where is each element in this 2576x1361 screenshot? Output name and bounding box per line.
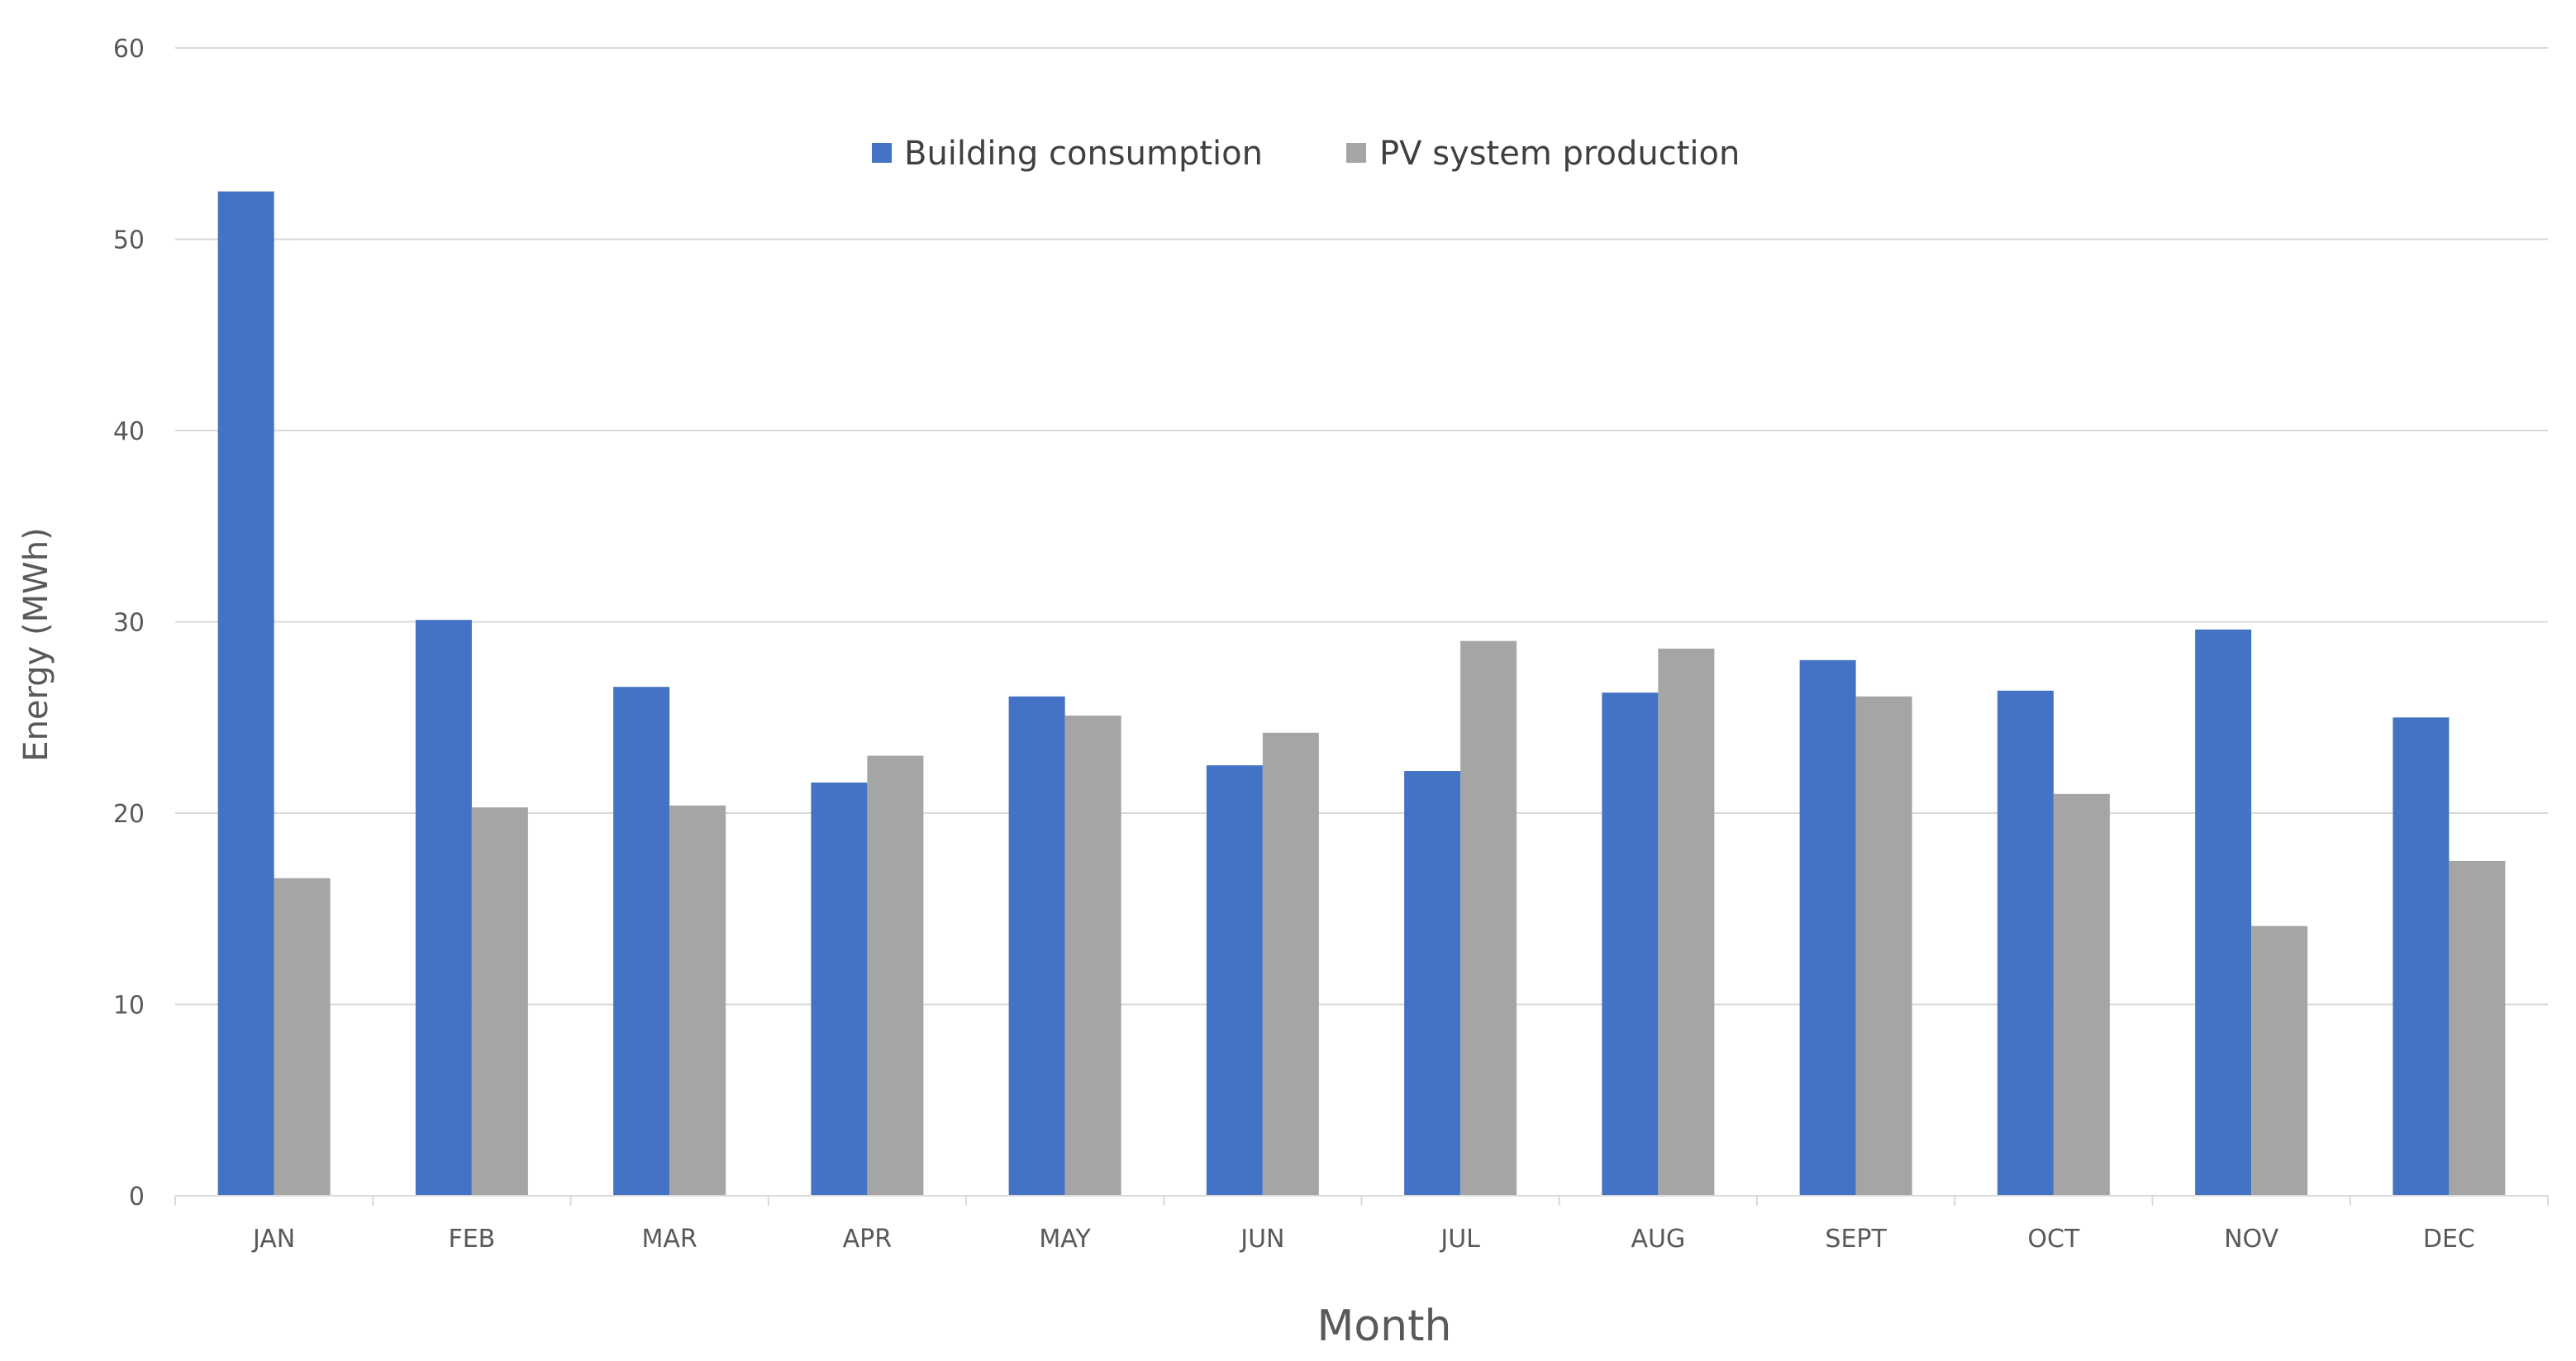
x-tick-label-feb: FEB xyxy=(448,1225,495,1254)
legend: Building consumption PV system productio… xyxy=(872,135,1740,173)
x-tick-label-oct: OCT xyxy=(2027,1225,2080,1254)
x-tick-label-jan: JAN xyxy=(251,1225,295,1254)
y-axis-title: Energy (MWh) xyxy=(17,527,55,761)
y-tick-label-50: 50 xyxy=(113,226,145,255)
bar-pv-system-production-oct xyxy=(2053,793,2110,1196)
bar-building-consumption-apr xyxy=(811,782,868,1196)
bar-pv-system-production-feb xyxy=(471,807,528,1196)
bars xyxy=(217,191,2506,1196)
bar-pv-system-production-may xyxy=(1064,715,1121,1196)
bar-building-consumption-sept xyxy=(1799,659,1856,1196)
y-tick-label-30: 30 xyxy=(113,609,145,638)
bar-pv-system-production-dec xyxy=(2449,860,2506,1196)
legend-label-building-consumption: Building consumption xyxy=(904,135,1263,173)
x-tick-label-dec: DEC xyxy=(2423,1225,2475,1254)
y-tick-label-10: 10 xyxy=(113,992,145,1021)
bar-building-consumption-aug xyxy=(1602,692,1659,1196)
x-tick-label-jun: JUN xyxy=(1239,1225,1284,1254)
gridlines xyxy=(175,47,2548,1006)
x-axis xyxy=(174,1195,2549,1206)
x-tick-label-may: MAY xyxy=(1039,1225,1091,1254)
bar-pv-system-production-nov xyxy=(2251,926,2308,1196)
y-tick-label-0: 0 xyxy=(129,1183,145,1211)
bar-building-consumption-jul xyxy=(1404,771,1461,1196)
y-tick-label-20: 20 xyxy=(113,800,145,829)
bar-pv-system-production-jun xyxy=(1262,732,1319,1196)
y-tick-labels: 0 10 20 30 40 50 60 xyxy=(113,35,145,1211)
bar-building-consumption-jan xyxy=(217,191,274,1196)
bar-building-consumption-feb xyxy=(415,620,472,1196)
x-tick-label-nov: NOV xyxy=(2224,1225,2279,1254)
bar-building-consumption-oct xyxy=(1997,690,2054,1196)
x-tick-label-mar: MAR xyxy=(641,1225,697,1254)
x-tick-labels: JAN FEB MAR APR MAY JUN JUL AUG SEPT OCT NOV DEC xyxy=(251,1225,2475,1254)
legend-label-pv-system-production: PV system production xyxy=(1379,135,1740,173)
y-tick-label-40: 40 xyxy=(113,417,145,446)
y-tick-label-60: 60 xyxy=(113,35,145,64)
x-tick-label-apr: APR xyxy=(843,1225,892,1254)
bar-building-consumption-may xyxy=(1008,696,1065,1196)
x-axis-title: Month xyxy=(1317,1302,1452,1351)
legend-swatch-building-consumption xyxy=(872,143,892,163)
bar-pv-system-production-jan xyxy=(274,878,331,1196)
bar-building-consumption-jun xyxy=(1206,765,1263,1196)
bar-pv-system-production-sept xyxy=(1855,696,1912,1196)
bar-building-consumption-nov xyxy=(2195,629,2252,1196)
x-tick-label-aug: AUG xyxy=(1631,1225,1686,1254)
bar-pv-system-production-mar xyxy=(669,805,726,1196)
bar-building-consumption-dec xyxy=(2393,717,2450,1196)
bar-building-consumption-mar xyxy=(613,687,670,1196)
bar-pv-system-production-aug xyxy=(1658,648,1715,1196)
legend-swatch-pv-system-production xyxy=(1346,143,1366,163)
x-tick-label-jul: JUL xyxy=(1439,1225,1480,1254)
x-tick-label-sept: SEPT xyxy=(1825,1225,1887,1254)
bar-pv-system-production-apr xyxy=(867,755,924,1196)
bar-pv-system-production-jul xyxy=(1460,640,1517,1196)
